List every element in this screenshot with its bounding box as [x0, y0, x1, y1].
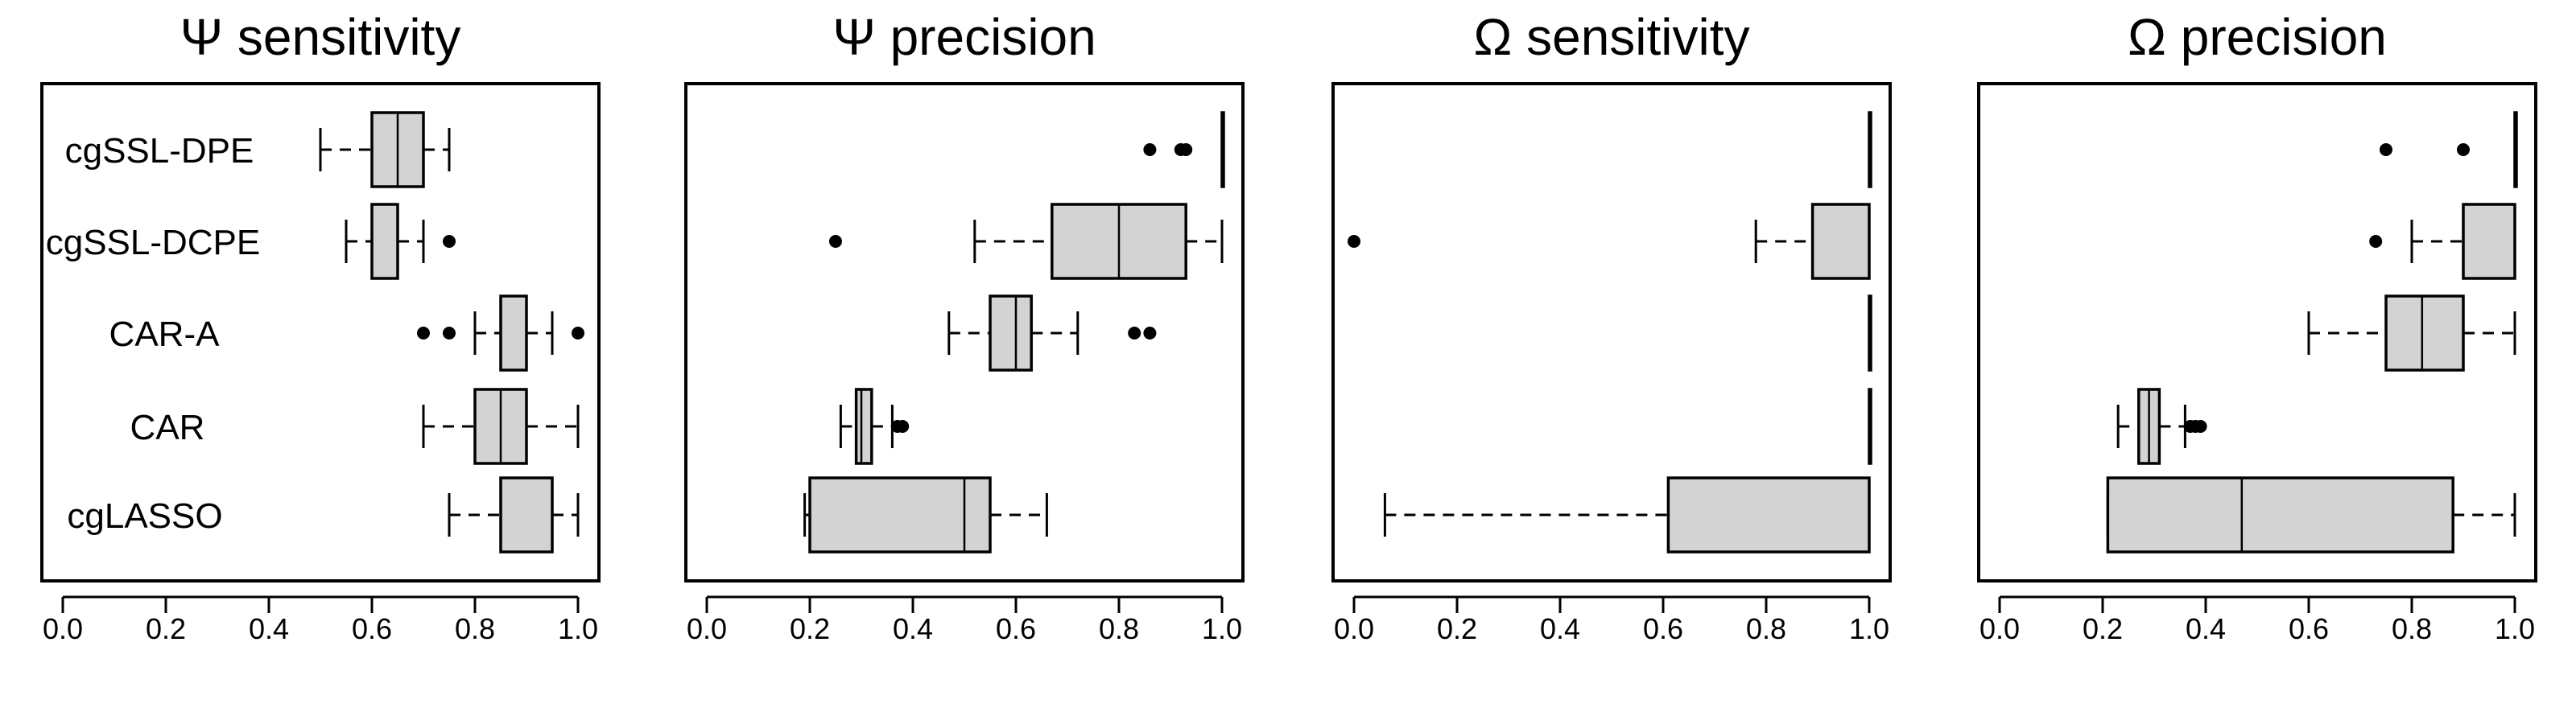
box [808, 476, 992, 554]
x-tick-label: 0.2 [2083, 612, 2123, 645]
box [1810, 203, 1871, 280]
x-tick-label: 0.4 [249, 612, 289, 645]
x-tick-label: 1.0 [2495, 612, 2535, 645]
outlier-point [572, 327, 584, 340]
x-tick-label: 0.6 [352, 612, 392, 645]
category-label: cgSSL-DCPE [46, 223, 261, 262]
x-tick-label: 0.0 [1334, 612, 1374, 645]
box [499, 294, 528, 372]
x-tick-label: 0.0 [1979, 612, 2020, 645]
x-tick-label: 0.8 [455, 612, 495, 645]
box [1666, 476, 1871, 554]
x-tick-label: 1.0 [558, 612, 598, 645]
box [2384, 294, 2465, 372]
outlier-point [443, 235, 456, 248]
outlier-point [1143, 143, 1157, 156]
box [499, 476, 554, 554]
x-tick-label: 0.4 [1540, 612, 1580, 645]
x-tick-label: 0.8 [2392, 612, 2432, 645]
x-tick-label: 0.2 [146, 612, 186, 645]
panel-title: Ω precision [2128, 8, 2387, 66]
outlier-point [443, 327, 456, 340]
x-tick-label: 0.4 [893, 612, 933, 645]
x-tick-label: 0.6 [2289, 612, 2329, 645]
x-tick-label: 1.0 [1202, 612, 1242, 645]
outlier-point [896, 420, 910, 433]
plot-frame [1331, 82, 1892, 582]
outlier-point [829, 235, 842, 248]
x-tick-label: 0.4 [2186, 612, 2226, 645]
outlier-point [2369, 235, 2383, 248]
outlier-point [1348, 235, 1360, 248]
category-label: cgLASSO [67, 496, 222, 536]
x-tick-label: 0.0 [687, 612, 727, 645]
outlier-point [2457, 143, 2470, 156]
box [989, 294, 1033, 372]
category-label: cgSSL-DPE [65, 131, 254, 171]
panel-title: Ψ precision [832, 8, 1096, 66]
x-tick-label: 0.6 [996, 612, 1036, 645]
box [854, 388, 873, 465]
x-tick-label: 0.8 [1746, 612, 1786, 645]
outlier-point [1143, 327, 1157, 340]
panel-title: Ψ sensitivity [180, 8, 461, 66]
x-tick-label: 0.2 [1437, 612, 1477, 645]
x-tick-label: 0.6 [1643, 612, 1683, 645]
panel-title: Ω sensitivity [1473, 8, 1749, 66]
outlier-point [417, 327, 430, 340]
x-tick-label: 0.2 [790, 612, 830, 645]
outlier-point [2380, 143, 2392, 156]
category-label: CAR [130, 408, 205, 447]
outlier-point [2194, 420, 2207, 433]
box [370, 203, 399, 280]
box [2106, 476, 2454, 554]
box [2462, 203, 2516, 280]
category-label: CAR-A [109, 315, 221, 354]
plot-frame [684, 82, 1245, 582]
outlier-point [1179, 143, 1193, 156]
plot-frame [40, 82, 601, 582]
x-tick-label: 0.0 [43, 612, 83, 645]
x-tick-label: 0.8 [1099, 612, 1139, 645]
x-tick-label: 1.0 [1849, 612, 1889, 645]
plot-frame [1977, 82, 2537, 582]
outlier-point [1128, 327, 1141, 340]
